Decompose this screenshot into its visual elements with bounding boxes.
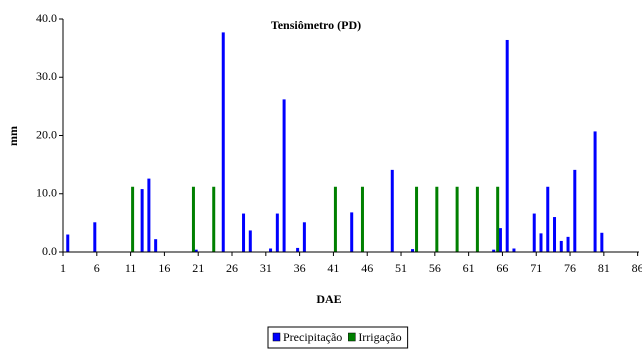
x-tick-label: 61 xyxy=(463,261,475,275)
bar xyxy=(131,186,135,252)
bar xyxy=(333,186,337,252)
bar xyxy=(559,240,563,252)
y-axis-label: mm xyxy=(6,126,20,146)
x-tick-label: 76 xyxy=(564,261,576,275)
bar xyxy=(282,99,286,252)
bar xyxy=(221,32,225,253)
bar xyxy=(546,186,550,252)
bar xyxy=(296,247,300,252)
legend-label: Precipitação xyxy=(283,330,342,344)
legend: Precipitação Irrigação xyxy=(267,326,409,349)
y-tick-label: 0.0 xyxy=(42,244,57,258)
y-tick-label: 40.0 xyxy=(36,11,57,25)
y-tick-label: 10.0 xyxy=(36,186,57,200)
x-tick-label: 16 xyxy=(158,261,170,275)
bar xyxy=(147,178,151,252)
bar xyxy=(593,131,597,252)
bar xyxy=(154,239,158,252)
bar xyxy=(512,248,516,252)
bar xyxy=(360,186,364,252)
bar xyxy=(411,249,415,252)
x-tick-label: 6 xyxy=(94,261,100,275)
bar xyxy=(435,186,439,252)
x-tick-label: 51 xyxy=(395,261,407,275)
x-tick-label: 41 xyxy=(327,261,339,275)
x-tick-label: 26 xyxy=(226,261,238,275)
bar xyxy=(93,222,97,252)
bar xyxy=(573,169,577,252)
y-tick-label: 20.0 xyxy=(36,127,57,141)
x-tick-label: 31 xyxy=(260,261,272,275)
bar xyxy=(191,186,195,252)
chart-title: Tensiômetro (PD) xyxy=(271,18,361,32)
bar xyxy=(242,213,246,252)
legend-swatch xyxy=(272,332,281,342)
bar xyxy=(455,186,459,252)
bar xyxy=(553,217,557,252)
x-tick-label: 1 xyxy=(60,261,66,275)
bar xyxy=(539,233,543,252)
bar xyxy=(415,186,419,252)
bar xyxy=(600,232,604,252)
y-tick-label: 30.0 xyxy=(36,69,57,83)
x-tick-label: 46 xyxy=(361,261,373,275)
x-tick-label: 11 xyxy=(125,261,137,275)
bar xyxy=(212,186,216,252)
x-tick-label: 56 xyxy=(429,261,441,275)
bar xyxy=(248,230,252,252)
legend-label: Irrigação xyxy=(358,330,401,344)
bar xyxy=(350,212,354,252)
bar xyxy=(498,228,502,252)
bar xyxy=(302,222,306,252)
bar xyxy=(566,236,570,252)
bar xyxy=(496,186,500,252)
x-tick-label: 66 xyxy=(496,261,508,275)
legend-box xyxy=(267,326,409,349)
legend-swatch xyxy=(348,332,356,342)
bar xyxy=(390,169,394,252)
x-axis-label: DAE xyxy=(316,292,341,306)
bar xyxy=(194,249,198,252)
bar xyxy=(66,234,70,252)
bar xyxy=(505,39,509,252)
x-tick-label: 71 xyxy=(530,261,542,275)
x-tick-label: 86 xyxy=(632,261,642,275)
x-tick-label: 81 xyxy=(598,261,610,275)
bar xyxy=(532,213,536,252)
bar xyxy=(475,186,479,252)
x-tick-label: 21 xyxy=(192,261,204,275)
bar xyxy=(140,189,144,252)
bar xyxy=(275,213,279,252)
bar xyxy=(492,249,496,252)
x-tick-label: 36 xyxy=(294,261,306,275)
bar xyxy=(269,248,273,252)
